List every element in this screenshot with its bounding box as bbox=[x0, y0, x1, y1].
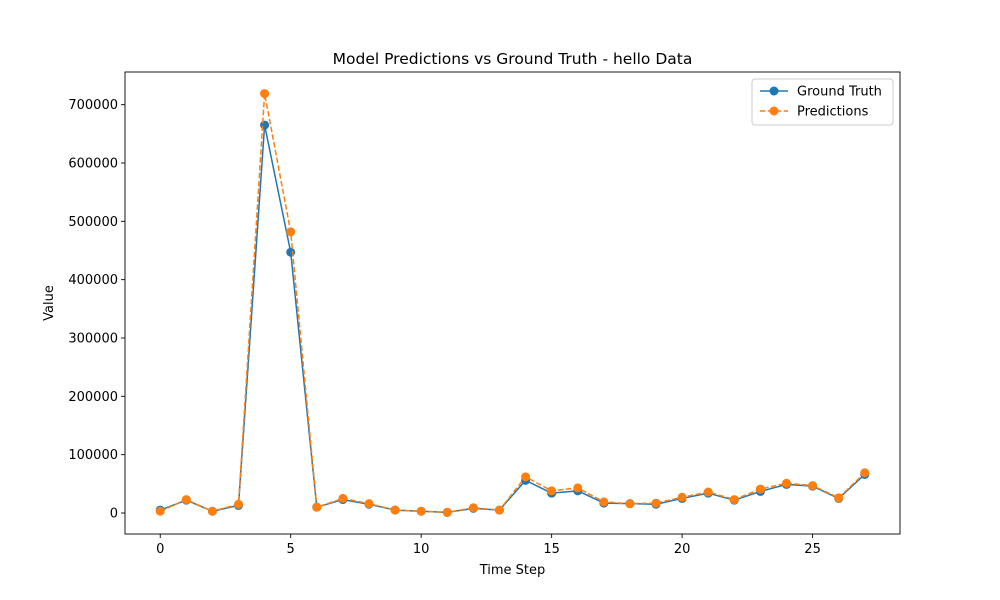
x-tick-label-1: 5 bbox=[287, 542, 295, 557]
data-point-s1-26 bbox=[834, 493, 844, 503]
data-point-s1-21 bbox=[703, 487, 713, 497]
y-tick-label-4: 400000 bbox=[68, 273, 118, 288]
y-tick-label-0: 0 bbox=[110, 507, 118, 522]
data-point-s1-14 bbox=[521, 472, 531, 482]
data-point-s1-25 bbox=[808, 481, 818, 491]
data-point-s1-4 bbox=[260, 89, 270, 99]
data-point-s1-5 bbox=[286, 227, 296, 237]
data-point-s1-11 bbox=[442, 507, 452, 517]
data-point-s1-22 bbox=[729, 495, 739, 505]
y-tick-label-5: 500000 bbox=[68, 215, 118, 230]
y-tick-label-7: 700000 bbox=[68, 98, 118, 113]
x-axis-label: Time Step bbox=[479, 563, 546, 578]
data-point-s1-12 bbox=[468, 503, 478, 513]
y-tick-label-2: 200000 bbox=[68, 390, 118, 405]
data-point-s1-9 bbox=[390, 505, 400, 515]
legend-marker-0 bbox=[769, 86, 779, 96]
data-point-s1-3 bbox=[234, 499, 244, 509]
plot-area: 0 5 10 15 20 25 0 100000 200000 300000 400000 50000… bbox=[68, 71, 901, 557]
y-tick-label-6: 600000 bbox=[68, 157, 118, 172]
x-tick-label-3: 15 bbox=[543, 542, 560, 557]
data-point-s1-8 bbox=[364, 499, 374, 509]
y-axis-label: Value bbox=[42, 285, 57, 321]
x-tick-label-4: 20 bbox=[674, 542, 691, 557]
y-tick-label-1: 100000 bbox=[68, 448, 118, 463]
legend-label-1: Predictions bbox=[797, 105, 869, 120]
data-point-s1-13 bbox=[494, 505, 504, 515]
x-tick-label-2: 10 bbox=[413, 542, 430, 557]
x-tick-label-0: 0 bbox=[156, 542, 164, 557]
data-point-s1-24 bbox=[781, 478, 791, 488]
data-point-s1-10 bbox=[416, 506, 426, 516]
data-point-s0-4 bbox=[260, 120, 270, 130]
data-point-s1-1 bbox=[181, 495, 191, 505]
data-point-s1-17 bbox=[599, 497, 609, 507]
legend-label-0: Ground Truth bbox=[797, 85, 882, 100]
data-point-s1-6 bbox=[312, 502, 322, 512]
data-point-s1-0 bbox=[155, 506, 165, 516]
data-point-s1-19 bbox=[651, 498, 661, 508]
data-point-s1-16 bbox=[573, 483, 583, 493]
series-line-1 bbox=[159, 92, 866, 514]
chart-title: Model Predictions vs Ground Truth - hell… bbox=[333, 50, 693, 68]
data-point-s1-7 bbox=[338, 493, 348, 503]
data-point-s1-23 bbox=[755, 484, 765, 494]
y-tick-label-3: 300000 bbox=[68, 332, 118, 347]
legend-marker-1 bbox=[769, 106, 779, 116]
x-tick-label-5: 25 bbox=[804, 542, 821, 557]
data-point-s1-2 bbox=[207, 506, 217, 516]
legend: Ground Truth Predictions bbox=[751, 78, 894, 126]
data-point-s1-27 bbox=[860, 468, 870, 478]
data-point-s1-20 bbox=[677, 492, 687, 502]
data-point-s1-15 bbox=[547, 486, 557, 496]
data-point-s0-5 bbox=[286, 247, 296, 257]
series-line-0 bbox=[159, 124, 866, 514]
plot-frame bbox=[124, 71, 901, 535]
data-point-s1-18 bbox=[625, 499, 635, 509]
